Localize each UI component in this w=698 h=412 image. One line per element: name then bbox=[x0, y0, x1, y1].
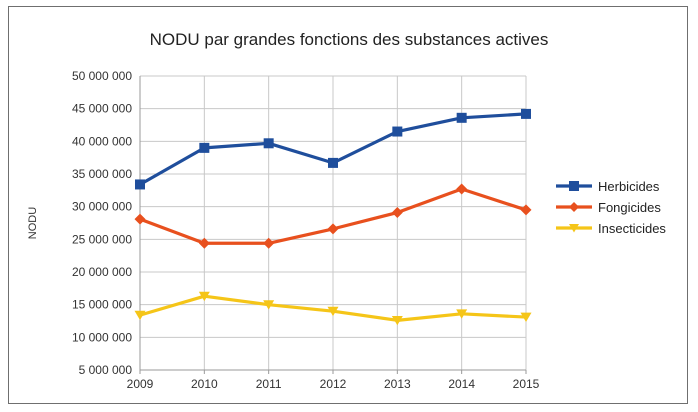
legend-marker-fongicides bbox=[569, 202, 579, 212]
data-point-herbicides bbox=[263, 138, 274, 149]
x-tick-label: 2009 bbox=[127, 377, 154, 391]
data-point-insecticides bbox=[520, 312, 532, 323]
legend-label-herbicides: Herbicides bbox=[598, 179, 660, 194]
x-tick-label: 2015 bbox=[513, 377, 540, 391]
y-axis-label: NODU bbox=[27, 207, 39, 239]
legend-label-insecticides: Insecticides bbox=[598, 221, 666, 236]
x-tick-label: 2012 bbox=[320, 377, 347, 391]
legend-label-fongicides: Fongicides bbox=[598, 200, 661, 215]
data-point-herbicides bbox=[456, 112, 467, 123]
data-point-fongicides bbox=[198, 237, 210, 249]
data-point-fongicides bbox=[456, 183, 468, 195]
chart-title: NODU par grandes fonctions des substance… bbox=[149, 30, 549, 49]
data-point-insecticides bbox=[456, 309, 468, 319]
y-tick-label: 45 000 000 bbox=[72, 102, 132, 116]
legend-marker-herbicides bbox=[569, 181, 579, 191]
x-tick-label: 2011 bbox=[256, 377, 282, 391]
data-point-insecticides bbox=[134, 310, 146, 321]
data-point-insecticides bbox=[391, 315, 403, 326]
data-point-herbicides bbox=[392, 126, 403, 137]
data-point-fongicides bbox=[327, 223, 339, 235]
data-point-herbicides bbox=[135, 179, 145, 190]
y-tick-label: 40 000 000 bbox=[72, 134, 132, 148]
data-point-insecticides bbox=[198, 291, 210, 302]
x-tick-label: 2014 bbox=[448, 377, 475, 391]
legend-marker-insecticides bbox=[569, 224, 579, 233]
data-point-herbicides bbox=[199, 142, 210, 153]
y-tick-label: 50 000 000 bbox=[72, 69, 132, 83]
y-tick-label: 5 000 000 bbox=[79, 363, 133, 377]
y-tick-label: 10 000 000 bbox=[72, 330, 132, 344]
y-tick-label: 15 000 000 bbox=[72, 298, 132, 312]
x-tick-label: 2013 bbox=[384, 377, 411, 391]
data-point-fongicides bbox=[134, 213, 146, 225]
data-point-insecticides bbox=[263, 300, 275, 310]
data-point-fongicides bbox=[391, 207, 403, 219]
data-point-fongicides bbox=[520, 204, 532, 216]
x-tick-label: 2010 bbox=[191, 377, 218, 391]
y-tick-label: 30 000 000 bbox=[72, 200, 132, 214]
y-tick-label: 25 000 000 bbox=[72, 232, 132, 246]
y-tick-label: 20 000 000 bbox=[72, 265, 132, 279]
y-tick-label: 35 000 000 bbox=[72, 167, 132, 181]
data-point-herbicides bbox=[521, 108, 531, 119]
data-point-herbicides bbox=[328, 157, 338, 168]
data-point-fongicides bbox=[263, 237, 275, 249]
data-point-insecticides bbox=[327, 306, 339, 317]
